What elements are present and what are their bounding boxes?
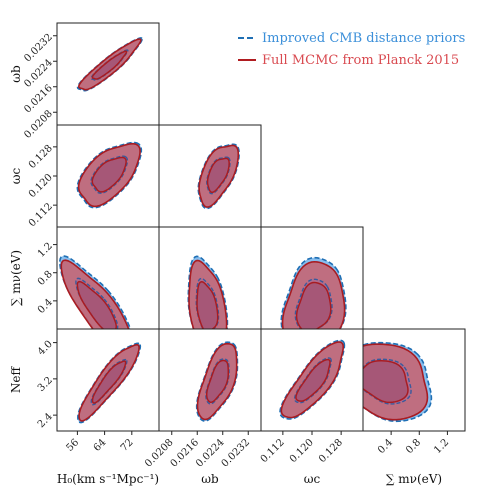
x-axis-label-omega_c: ωc	[304, 472, 321, 486]
y-tick-label-N_eff: 4.0	[36, 339, 55, 358]
y-tick-label-omega_b: 0.0232	[22, 32, 55, 65]
contour-priors-1sigma	[90, 155, 129, 194]
y-tick-label-N_eff: 2.4	[36, 411, 55, 430]
contour-mcmc-1sigma	[295, 358, 331, 402]
contour-panel-sum_mnu-N_eff	[363, 341, 433, 423]
y-tick-label-omega_c: 0.128	[27, 143, 55, 171]
y-tick-label-omega_c: 0.112	[27, 201, 55, 229]
contour-panel-H0-omega_c	[76, 141, 143, 209]
contour-priors-1sigma	[205, 358, 230, 405]
x-tick-label-sum_mnu: 0.4	[376, 437, 395, 456]
y-tick-label-N_eff: 3.2	[36, 375, 55, 394]
x-axis-label-omega_b: ωb	[201, 472, 219, 486]
x-tick-label-H0: 64	[92, 437, 109, 454]
contour-panel-H0-sum_mnu	[59, 255, 132, 329]
y-tick-label-sum_mnu: 1.2	[36, 241, 55, 260]
contour-mcmc-1sigma	[295, 281, 332, 329]
x-tick-label-sum_mnu: 0.8	[404, 437, 423, 456]
contour-panel-omega_b-omega_c	[197, 143, 240, 210]
y-tick-label-omega_c: 0.120	[27, 172, 55, 200]
x-tick-label-omega_c: 0.120	[288, 437, 316, 465]
contour-mcmc-1sigma	[91, 50, 128, 80]
x-tick-label-omega_c: 0.128	[317, 437, 345, 465]
legend-label-mcmc: Full MCMC from Planck 2015	[262, 53, 459, 68]
contour-panel-H0-N_eff	[77, 342, 142, 424]
panels-layer	[59, 37, 433, 424]
contour-mcmc-1sigma	[205, 359, 230, 404]
contour-mcmc-1sigma	[206, 157, 230, 194]
y-axis-label-N_eff: Neff	[9, 365, 23, 393]
contour-panel-omega_b-sum_mnu	[187, 255, 229, 329]
contour-mcmc-1sigma	[196, 281, 219, 329]
contour-panel-omega_c-N_eff	[279, 339, 346, 420]
x-axis-label-sum_mnu: ∑ mν(eV)	[386, 472, 442, 486]
x-tick-label-sum_mnu: 1.2	[432, 437, 451, 456]
x-tick-label-H0: 72	[119, 437, 136, 454]
x-axis-label-H0: H₀(km s⁻¹Mpc⁻¹)	[57, 472, 159, 486]
contour-panel-omega_c-sum_mnu	[280, 256, 347, 329]
contour-priors-1sigma	[293, 357, 332, 404]
legend: Improved CMB distance priors Full MCMC f…	[238, 31, 465, 68]
contour-mcmc-1sigma	[91, 156, 127, 193]
x-tick-label-omega_c: 0.112	[259, 437, 287, 465]
y-axis-label-omega_c: ωc	[9, 167, 23, 184]
panel-frame	[362, 328, 466, 432]
legend-label-priors: Improved CMB distance priors	[262, 31, 465, 46]
y-axis-label-sum_mnu: ∑ mν(eV)	[9, 250, 23, 306]
frames-layer	[56, 22, 466, 432]
labels-layer: H₀(km s⁻¹Mpc⁻¹) ωb ωc ∑ mν(eV) ωb ωc ∑ mν(eV) N…	[9, 65, 442, 486]
x-tick-label-omega_b: 0.0232	[220, 437, 253, 470]
y-tick-label-sum_mnu: 0.4	[36, 297, 55, 316]
contour-panel-H0-omega_b	[76, 37, 143, 92]
x-tick-label-H0: 56	[65, 437, 82, 454]
contour-mcmc-1sigma	[76, 280, 118, 329]
contour-panel-omega_b-N_eff	[195, 341, 239, 422]
contour-mcmc-1sigma	[91, 360, 127, 404]
y-axis-label-omega_b: ωb	[9, 65, 23, 83]
y-tick-label-sum_mnu: 0.8	[36, 269, 55, 288]
contour-mcmc-1sigma	[363, 360, 409, 404]
